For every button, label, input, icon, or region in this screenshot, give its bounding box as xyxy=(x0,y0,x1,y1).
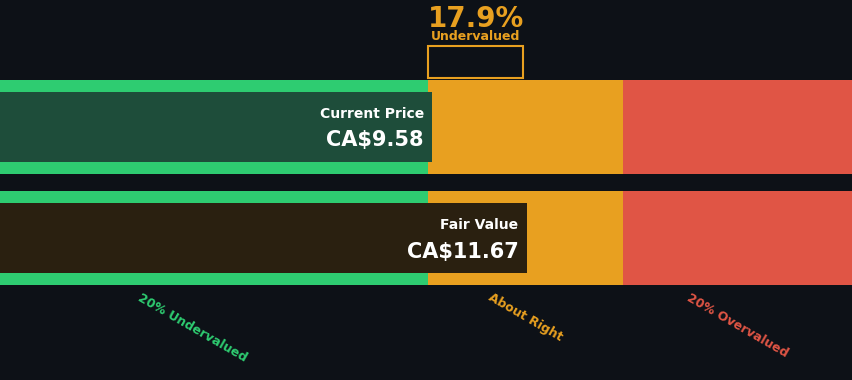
Text: Current Price: Current Price xyxy=(320,107,423,120)
Bar xyxy=(622,80,852,92)
Text: About Right: About Right xyxy=(486,291,564,344)
Bar xyxy=(622,80,852,174)
Bar xyxy=(622,162,852,174)
Bar xyxy=(0,162,428,174)
Bar xyxy=(0,92,432,162)
Text: 20% Overvalued: 20% Overvalued xyxy=(684,291,790,360)
Text: Undervalued: Undervalued xyxy=(430,30,520,43)
Text: CA$11.67: CA$11.67 xyxy=(406,242,518,261)
Bar xyxy=(428,273,622,285)
Bar xyxy=(428,80,622,92)
Bar xyxy=(428,46,522,78)
Text: Fair Value: Fair Value xyxy=(440,218,518,232)
Bar xyxy=(428,162,622,174)
Bar xyxy=(622,273,852,285)
Bar xyxy=(0,80,428,174)
Bar xyxy=(0,191,428,203)
Text: CA$9.58: CA$9.58 xyxy=(326,130,423,150)
Bar xyxy=(0,80,428,92)
Bar xyxy=(0,203,527,273)
Bar xyxy=(428,191,622,203)
Bar xyxy=(622,191,852,285)
Bar xyxy=(0,191,428,285)
Text: 17.9%: 17.9% xyxy=(427,5,523,33)
Bar xyxy=(428,191,622,285)
Bar xyxy=(428,80,622,174)
Text: 20% Undervalued: 20% Undervalued xyxy=(135,291,250,364)
Bar xyxy=(0,273,428,285)
Bar xyxy=(622,191,852,203)
